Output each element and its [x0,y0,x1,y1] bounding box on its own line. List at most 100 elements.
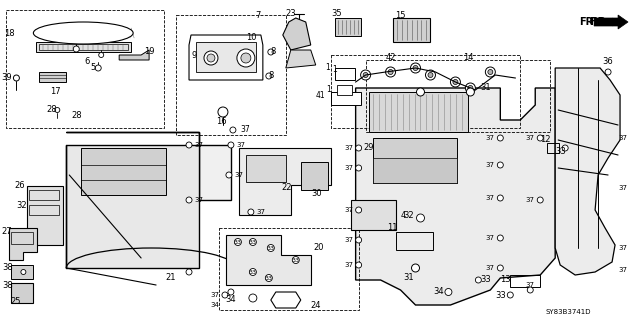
Polygon shape [555,68,620,275]
Text: 37: 37 [236,142,245,148]
Circle shape [413,65,418,70]
Circle shape [605,69,611,75]
Polygon shape [10,228,37,260]
Text: 41: 41 [316,91,326,100]
Bar [6,10,164,128]
Bar [29,205,60,215]
Text: 4: 4 [401,211,406,219]
Text: 34: 34 [433,287,444,296]
Circle shape [222,292,228,298]
Bar [510,275,540,287]
Circle shape [55,108,60,113]
Circle shape [204,51,218,65]
Circle shape [13,75,19,81]
Circle shape [186,142,192,148]
Bar [29,190,60,200]
Polygon shape [67,145,199,268]
Text: 37: 37 [211,292,220,298]
Text: 31: 31 [403,273,414,283]
Text: 37: 37 [344,145,353,151]
Text: 32: 32 [16,201,27,210]
Circle shape [508,292,513,298]
Text: 33: 33 [249,240,257,244]
Bar [335,68,355,80]
Circle shape [360,70,371,80]
Bar [331,55,520,128]
Polygon shape [301,162,328,190]
Bar [372,158,458,183]
Circle shape [356,262,362,268]
Circle shape [237,49,255,67]
Bar [396,232,433,250]
Circle shape [186,269,192,275]
Text: 37: 37 [195,197,204,203]
Circle shape [186,197,192,203]
Text: 28: 28 [46,106,56,115]
Bar [372,138,458,183]
Circle shape [73,46,79,52]
Text: 38: 38 [2,280,13,290]
Circle shape [445,288,452,295]
Circle shape [234,239,241,246]
Circle shape [207,54,215,62]
Circle shape [226,172,232,178]
Text: 37: 37 [257,209,266,215]
Circle shape [218,107,228,117]
Text: 33: 33 [267,246,275,250]
Bar [351,200,396,230]
Circle shape [417,214,424,222]
Text: 33: 33 [480,276,491,285]
Circle shape [249,294,257,302]
Polygon shape [356,88,555,305]
Text: 16: 16 [216,117,227,127]
Circle shape [356,145,362,151]
Text: 37: 37 [486,162,495,168]
Text: 23: 23 [285,10,296,19]
Text: 6: 6 [84,57,90,66]
Text: 37: 37 [618,185,628,191]
Text: 34: 34 [226,295,236,305]
Bar [176,15,286,135]
Circle shape [417,88,424,96]
Text: 37: 37 [486,265,495,271]
Circle shape [268,49,274,55]
Polygon shape [246,155,286,182]
Text: 37: 37 [486,195,495,201]
Text: 33: 33 [234,240,242,244]
Circle shape [497,135,503,141]
Circle shape [467,88,474,96]
Text: 33: 33 [265,276,273,280]
Text: 39: 39 [1,73,12,83]
Polygon shape [36,42,131,52]
Circle shape [250,239,257,246]
Text: 37: 37 [240,125,250,135]
Text: 1: 1 [332,65,337,75]
Text: 13: 13 [500,276,511,285]
Text: 19: 19 [144,48,154,56]
Text: 24: 24 [310,300,321,309]
Text: 1: 1 [326,85,331,94]
Text: 5: 5 [91,63,96,72]
Text: 9: 9 [191,50,196,60]
Text: 38: 38 [2,263,13,272]
Circle shape [230,127,236,133]
Circle shape [488,70,493,75]
Circle shape [363,72,368,78]
Circle shape [266,275,273,281]
Circle shape [388,70,393,75]
Circle shape [485,67,495,77]
Text: 33: 33 [292,257,300,263]
Circle shape [248,209,254,215]
Bar [12,232,33,244]
Text: 37: 37 [486,135,495,141]
Circle shape [428,72,433,78]
Text: 37: 37 [234,172,243,178]
Text: 33: 33 [495,291,506,300]
Text: 37: 37 [344,165,353,171]
Polygon shape [226,235,311,285]
Text: 26: 26 [14,182,25,190]
Bar [365,60,550,132]
Text: 18: 18 [4,29,15,39]
Circle shape [95,65,101,71]
Text: 8: 8 [268,71,273,80]
